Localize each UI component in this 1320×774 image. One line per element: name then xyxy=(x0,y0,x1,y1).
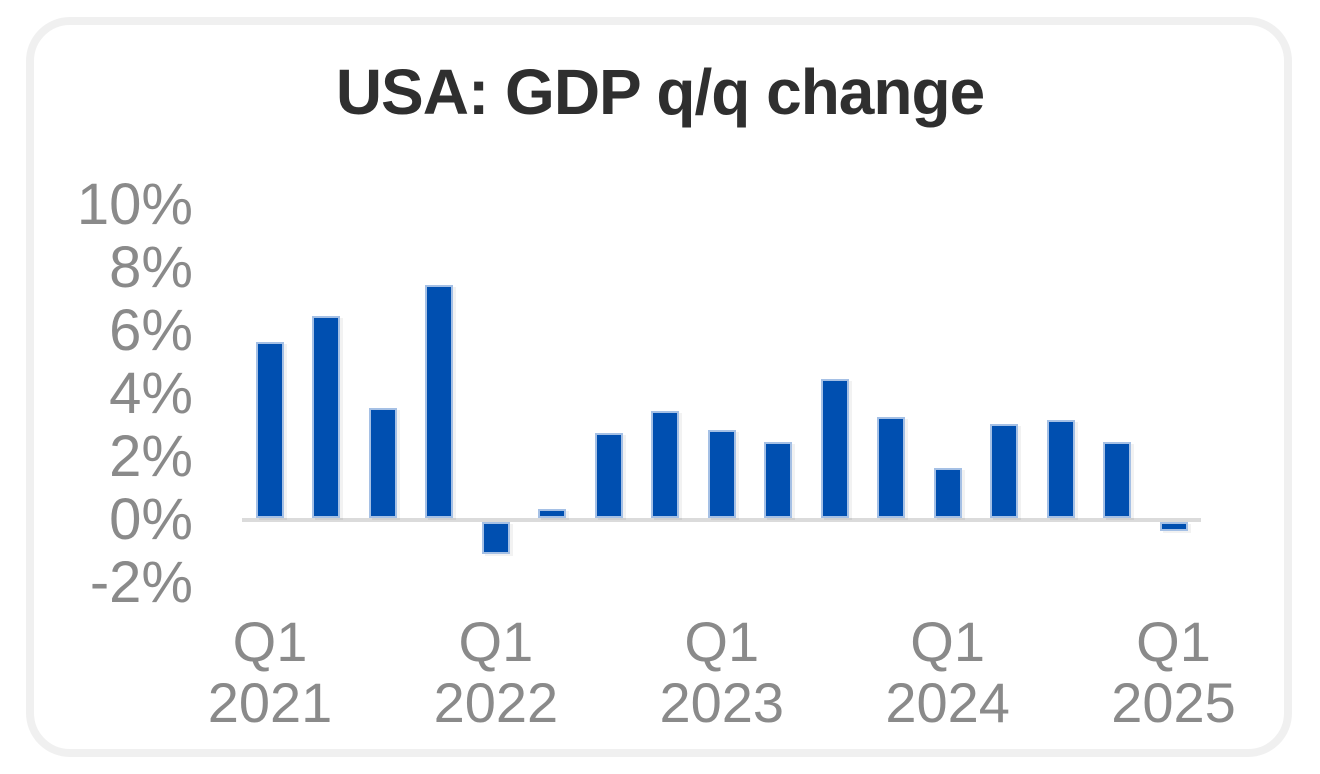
chart-title: USA: GDP q/q change xyxy=(335,56,985,128)
bar-q4-2023 xyxy=(877,417,906,518)
bar-q3-2024 xyxy=(1046,420,1075,518)
bar-q3-2021 xyxy=(368,407,397,518)
bar-q1-2023 xyxy=(707,429,736,518)
bar-q2-2023 xyxy=(764,442,793,518)
x-axis-label-2024: Q1 2024 xyxy=(885,610,1010,734)
bar-q3-2022 xyxy=(594,432,623,518)
chart-card xyxy=(26,17,1292,757)
x-axis-label-2021: Q1 2021 xyxy=(207,610,333,734)
bar-q4-2024 xyxy=(1103,442,1132,518)
x-axis-label-2023: Q1 2023 xyxy=(659,610,785,734)
y-axis-label-2: 2% xyxy=(109,424,193,489)
zero-axis-line xyxy=(242,518,1201,522)
bar-q2-2022 xyxy=(538,508,567,518)
x-axis-label-2025: Q1 2025 xyxy=(1111,610,1236,734)
y-axis-label-neg2: -2% xyxy=(89,550,193,615)
bar-q1-2024 xyxy=(933,467,962,518)
x-axis-label-2022: Q1 2022 xyxy=(433,610,559,734)
bar-q2-2024 xyxy=(990,423,1019,518)
y-axis-label-0: 0% xyxy=(109,487,193,552)
y-axis-label-8: 8% xyxy=(109,235,193,300)
bar-q4-2021 xyxy=(425,284,454,518)
bar-q1-2025 xyxy=(1159,522,1188,532)
bar-q1-2021 xyxy=(256,341,284,518)
y-axis-label-6: 6% xyxy=(109,298,193,363)
bar-q2-2021 xyxy=(312,316,341,518)
bar-q3-2023 xyxy=(820,379,849,518)
y-axis-label-10: 10% xyxy=(76,172,193,237)
y-axis-label-4: 4% xyxy=(109,361,193,426)
bar-q4-2022 xyxy=(651,410,680,518)
bar-q1-2022 xyxy=(481,522,510,554)
